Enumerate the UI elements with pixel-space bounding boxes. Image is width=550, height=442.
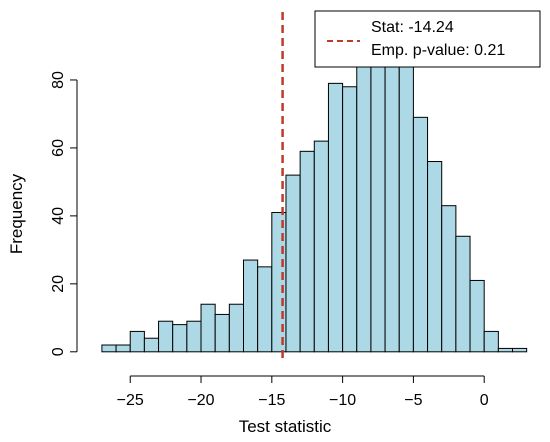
histogram-bar — [327, 82, 344, 353]
y-tick-label: 20 — [50, 275, 67, 293]
histogram-bar — [129, 330, 145, 353]
x-axis: −25 −20 −15 −10 −5 0 — [117, 375, 489, 409]
histogram-bar — [115, 344, 131, 353]
histogram-bar — [412, 116, 429, 353]
histogram-bar — [427, 161, 443, 353]
histogram-bar — [242, 259, 259, 353]
legend-stat-label: Stat: -14.24 — [371, 19, 454, 36]
histogram-bar — [398, 42, 414, 353]
histogram-bar — [143, 337, 160, 353]
y-tick-label: 80 — [50, 71, 67, 89]
histogram-bar — [455, 235, 471, 353]
histogram-bar — [299, 150, 315, 353]
y-tick-label: 40 — [50, 207, 67, 225]
histogram-bar — [158, 320, 174, 353]
histogram-bar — [200, 303, 216, 353]
x-tick-label: −15 — [258, 392, 285, 409]
histogram-bar — [285, 174, 301, 353]
histogram-bar — [483, 330, 499, 353]
histogram-bar — [469, 279, 485, 353]
histogram-bar — [257, 266, 273, 353]
x-tick-label: 0 — [480, 392, 489, 409]
histogram-bar — [441, 205, 457, 353]
histogram-bar — [101, 344, 117, 353]
histogram-bar — [172, 324, 188, 353]
histogram-bar — [228, 303, 244, 353]
histogram-bar — [186, 320, 202, 353]
histogram-bar — [356, 62, 372, 353]
histogram-bar — [214, 313, 230, 353]
histogram-bar — [313, 140, 329, 353]
x-tick-label: −20 — [187, 392, 214, 409]
histogram-bar — [512, 347, 528, 353]
x-tick-label: −10 — [329, 392, 356, 409]
y-axis: 0 20 40 60 80 — [50, 71, 78, 356]
x-tick-label: −25 — [117, 392, 144, 409]
legend-box — [314, 10, 541, 68]
legend: Stat: -14.24 Emp. p-value: 0.21 — [314, 10, 541, 68]
x-tick-label: −5 — [404, 392, 422, 409]
histogram-bar — [342, 86, 358, 353]
histogram-bar — [271, 211, 287, 353]
x-axis-label: Test statistic — [239, 417, 332, 436]
y-tick-label: 0 — [50, 347, 67, 356]
histogram-bar — [497, 347, 514, 353]
histogram-bar — [384, 62, 400, 353]
histogram-bar — [370, 55, 386, 353]
bars-group — [101, 42, 528, 353]
y-axis-label: Frequency — [7, 173, 26, 254]
y-tick-label: 60 — [50, 139, 67, 157]
legend-pvalue-label: Emp. p-value: 0.21 — [371, 42, 505, 59]
